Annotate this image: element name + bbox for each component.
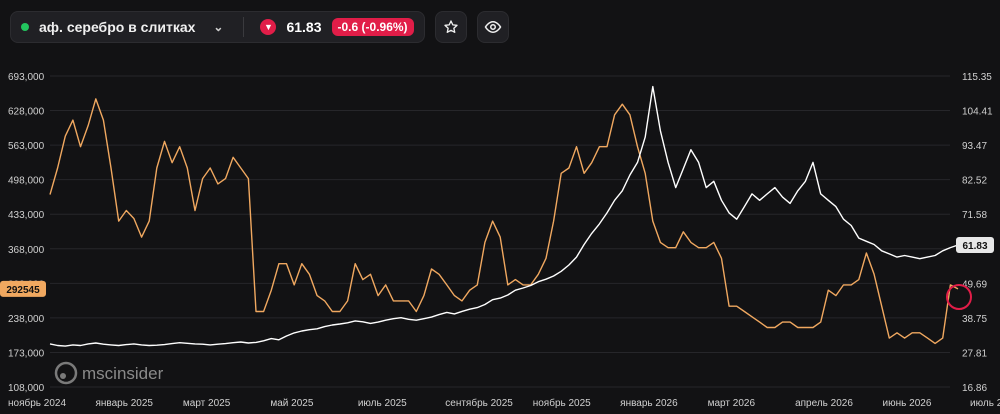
y-left-tick: 628,000 [8,107,45,118]
y-right-tick: 16.86 [962,383,987,394]
y-right-tick: 27.81 [962,348,987,359]
asset-name: аф. серебро в слитках [39,19,196,35]
x-tick: апрель 2026 [795,398,853,409]
y-left-tick: 433,000 [8,210,45,221]
y-left-tick: 238,000 [8,314,45,325]
watermark: mscinsider [54,361,164,385]
chevron-down-icon[interactable]: ⌄ [213,20,224,34]
left-last-value-badge [0,280,46,297]
highlight-marker [946,284,972,310]
x-tick: июль 2025 [358,398,407,409]
star-icon [443,20,458,33]
x-tick: ноябрь 2024 [8,397,66,409]
y-left-tick: 693,000 [8,72,45,83]
x-tick: январь 2025 [95,398,153,409]
chart-toolbar: аф. серебро в слитках ⌄ ▼ 61.83 -0.6 (-0… [10,10,509,44]
right-last-value-badge [956,236,994,253]
y-right-tick: 38.75 [962,314,987,325]
left-last-value: 292545 [6,285,40,296]
y-right-tick: 104.41 [962,107,993,118]
divider [243,17,245,37]
watermark-text: mscinsider [82,364,164,383]
series-line-right [49,85,959,347]
x-tick: январь 2026 [620,398,678,409]
y-right-tick: 71.58 [962,210,987,221]
y-right-tick: 93.47 [962,141,987,152]
x-tick: март 2025 [183,398,231,409]
y-left-tick: 563,000 [8,141,45,152]
y-right-tick: 115.35 [962,72,992,83]
price-value: 61.83 [286,19,322,35]
arrow-down-icon: ▼ [260,19,277,35]
x-tick: июль 2026 [970,398,1000,409]
x-tick: ноябрь 2025 [533,397,591,409]
x-tick: июнь 2026 [883,398,932,409]
y-left-tick: 108,000 [8,383,45,394]
x-tick: март 2026 [708,398,756,409]
favorite-button[interactable] [434,11,467,43]
ticker-selector[interactable]: аф. серебро в слитках ⌄ ▼ 61.83 -0.6 (-0… [10,11,425,43]
y-right-tick: 49.69 [962,279,987,290]
y-right-tick: 82.52 [962,176,987,187]
eye-icon [484,20,501,34]
series-line-left [49,98,959,345]
visibility-button[interactable] [476,11,509,43]
status-dot-icon [21,23,29,31]
y-left-tick: 498,000 [8,176,45,187]
right-last-value: 61.83 [962,241,987,252]
x-tick: май 2025 [270,398,313,409]
x-tick: сентябрь 2025 [445,397,513,409]
change-badge: -0.6 (-0.96%) [331,18,414,36]
y-left-tick: 173,000 [8,348,45,359]
y-left-tick: 368,000 [8,245,45,256]
